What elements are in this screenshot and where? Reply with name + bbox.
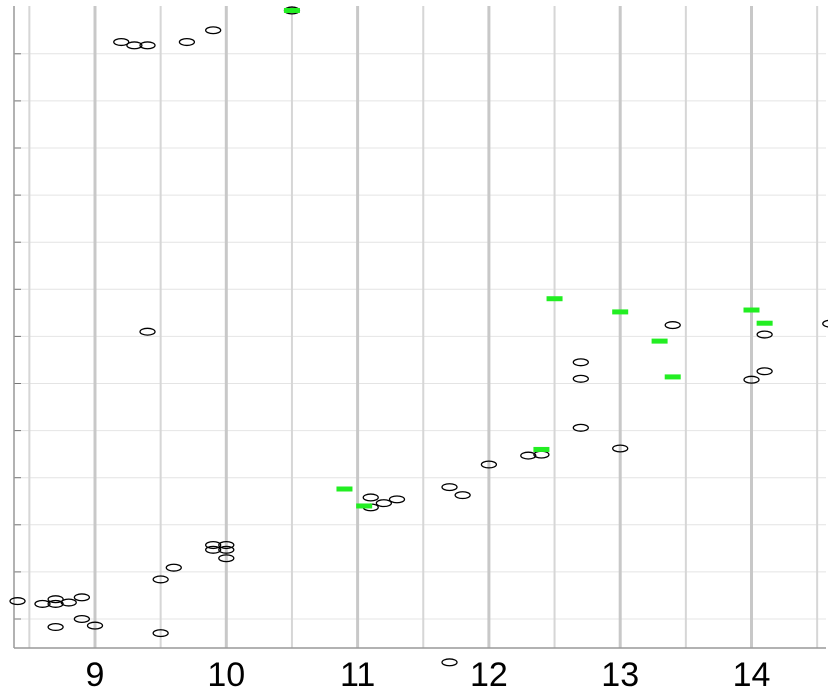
data-point-open [47, 622, 64, 632]
data-point-open [73, 593, 91, 602]
data-point-dash [743, 307, 760, 313]
marks-layer [9, 6, 828, 667]
data-point-open [822, 319, 828, 328]
data-point-open [375, 499, 393, 508]
data-point-open [9, 597, 26, 606]
data-point-open [47, 595, 64, 604]
data-point-open [126, 41, 143, 50]
data-point-dash [756, 320, 773, 326]
data-point-open [73, 614, 91, 624]
data-point-open [664, 321, 681, 330]
x-tick-label: 13 [601, 656, 639, 690]
data-point-open [218, 554, 235, 563]
x-tick-labels: 9 10 11 12 13 14 [86, 656, 771, 694]
data-point-open [47, 599, 64, 608]
data-point-open [178, 37, 196, 47]
x-tick-label: 10 [207, 656, 245, 690]
data-point-open [612, 444, 629, 453]
data-point-open [480, 460, 498, 469]
data-point-open [520, 451, 537, 460]
data-point-open [218, 545, 235, 554]
data-point-dash [283, 7, 300, 13]
data-point-open [205, 541, 222, 550]
data-point-dash [533, 446, 550, 452]
data-point-open [572, 374, 589, 383]
data-point-open [441, 658, 458, 667]
x-tick-label: 14 [733, 656, 771, 690]
data-point-open [86, 621, 104, 630]
data-point-open [152, 629, 169, 638]
data-point-open [205, 26, 222, 35]
plot-frame [13, 6, 826, 649]
data-point-open [139, 327, 156, 336]
x-tick-label: 11 [340, 656, 375, 690]
data-point-open [34, 599, 51, 608]
data-point-open [218, 541, 235, 550]
x-tick-label: 12 [470, 656, 508, 690]
data-point-dash [651, 338, 668, 344]
data-point-open [441, 483, 458, 492]
data-point-open [572, 423, 589, 432]
data-point-open [113, 37, 130, 47]
data-point-open [454, 491, 471, 500]
data-point-dash [336, 486, 353, 492]
data-point-open [756, 330, 773, 339]
data-point-dash [612, 309, 629, 315]
data-point-open [139, 41, 156, 50]
data-point-dash [664, 374, 681, 380]
data-point-open [743, 375, 760, 384]
data-point-open [388, 495, 406, 504]
data-point-open [152, 575, 169, 584]
data-point-open [362, 493, 379, 502]
data-point-open [756, 367, 773, 376]
data-point-open [60, 598, 77, 607]
x-tick-label: 9 [86, 656, 105, 690]
data-point-open [572, 358, 589, 367]
data-point-dash [356, 503, 373, 509]
data-point-open [205, 545, 222, 554]
grid-layer [14, 6, 826, 648]
data-point-open [165, 563, 182, 572]
data-point-dash [546, 296, 563, 302]
